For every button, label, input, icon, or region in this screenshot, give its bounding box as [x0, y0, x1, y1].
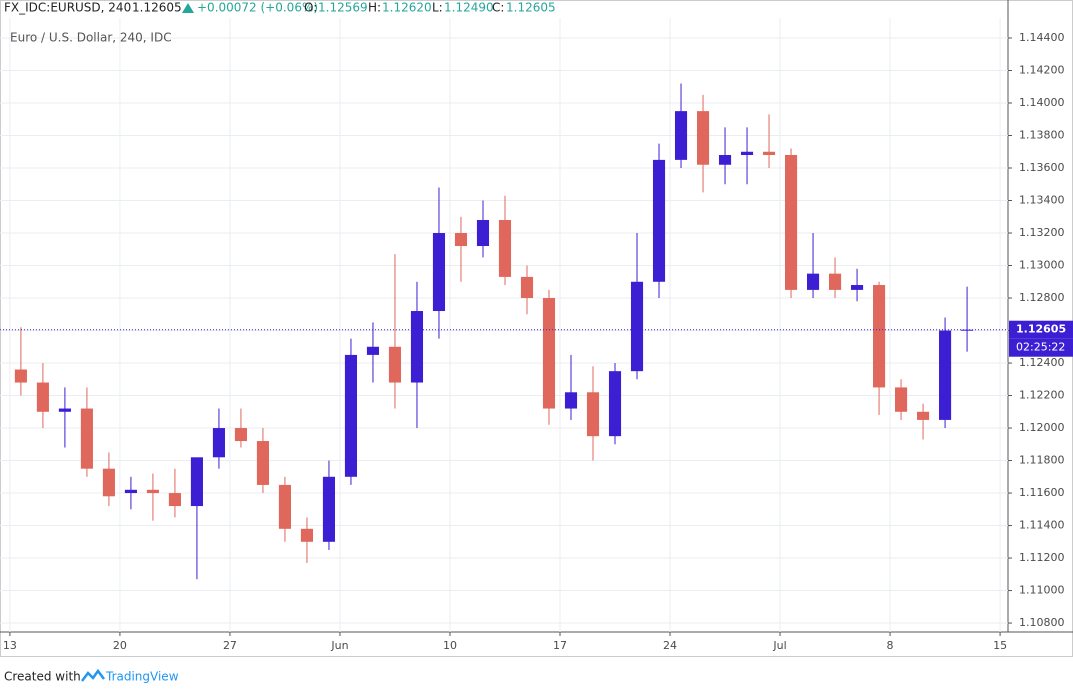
candle-body [388, 346, 402, 383]
candle-body [300, 528, 314, 542]
y-tick-label: 1.11600 [1019, 486, 1065, 499]
candle-body [895, 387, 908, 412]
candle-body [851, 285, 864, 290]
candle-body [168, 493, 181, 507]
y-tick-label: 1.11000 [1019, 584, 1065, 597]
candle-body [696, 111, 710, 165]
candle-body [278, 484, 292, 529]
x-tick-label: 24 [663, 639, 677, 652]
y-tick-label: 1.14000 [1019, 96, 1065, 109]
candle-body [784, 155, 798, 290]
y-tick-label: 1.13600 [1019, 161, 1065, 174]
candle-body [608, 371, 622, 437]
candle-body [674, 111, 688, 160]
candle-body [124, 489, 137, 494]
x-tick-label: 15 [993, 639, 1007, 652]
candle-body [586, 392, 600, 437]
candle-body [146, 489, 159, 494]
candle-body [961, 329, 974, 331]
candle-body [740, 151, 754, 156]
candle-body [939, 330, 952, 420]
candle-body [806, 273, 820, 290]
candle-body [80, 408, 93, 469]
countdown-label: 02:25:22 [1016, 341, 1065, 354]
change: +0.00072 (+0.06%) [197, 1, 318, 15]
close-label: C: [492, 1, 504, 15]
y-tick-label: 1.10800 [1019, 616, 1065, 629]
y-tick-label: 1.12000 [1019, 421, 1065, 434]
x-tick-label: Jun [330, 639, 348, 652]
candle-body [828, 273, 842, 290]
x-tick-label: 27 [223, 639, 237, 652]
candle-body [36, 382, 49, 412]
candle-body [58, 408, 71, 412]
candle-body [322, 476, 336, 542]
y-tick-label: 1.13800 [1019, 129, 1065, 142]
candle-body [542, 298, 556, 409]
chart-title: Euro / U.S. Dollar, 240, IDC [10, 31, 172, 45]
high-value: 1.12620 [382, 1, 432, 15]
low-value: 1.12490 [444, 1, 494, 15]
x-tick-label: Jul [772, 639, 786, 652]
candle-body [476, 220, 490, 247]
candle-body [410, 311, 424, 383]
candle-body [344, 354, 358, 477]
candle-body [917, 411, 930, 420]
last-price-label: 1.12605 [1016, 323, 1066, 336]
y-tick-label: 1.12200 [1019, 389, 1065, 402]
last-price-tag [1009, 320, 1073, 339]
y-tick-label: 1.12800 [1019, 291, 1065, 304]
candle-body [564, 392, 578, 409]
candle-body [366, 346, 380, 355]
low-label: L: [432, 1, 443, 15]
candle-body [102, 468, 115, 497]
y-tick-label: 1.13200 [1019, 226, 1065, 239]
x-tick-label: 10 [443, 639, 457, 652]
x-tick-label: 8 [887, 639, 894, 652]
candle-body [762, 151, 776, 156]
y-tick-label: 1.13000 [1019, 259, 1065, 272]
price: 1.12605 [132, 1, 182, 15]
footer-brand[interactable]: TradingView [105, 670, 179, 684]
x-tick-label: 17 [553, 639, 567, 652]
candle-body [256, 441, 269, 485]
y-tick-label: 1.13400 [1019, 194, 1065, 207]
candle-body [873, 285, 886, 388]
up-arrow [182, 3, 194, 13]
symbol: FX_IDC:EURUSD, 240 [4, 1, 131, 15]
y-tick-label: 1.11400 [1019, 519, 1065, 532]
candle-body [652, 159, 666, 282]
candle-body [630, 281, 644, 372]
candle-body [520, 276, 534, 299]
x-tick-label: 20 [113, 639, 127, 652]
tv-logo [81, 668, 105, 682]
y-tick-label: 1.14400 [1019, 31, 1065, 44]
x-tick-label: 13 [3, 639, 17, 652]
y-tick-label: 1.14200 [1019, 63, 1065, 76]
footer-created: Created with [4, 670, 81, 684]
open-label: O: [304, 1, 317, 15]
candle-body [190, 457, 203, 507]
candle-body [718, 155, 732, 165]
candle-body [498, 220, 512, 277]
candle-body [454, 233, 468, 247]
y-tick-label: 1.11800 [1019, 454, 1065, 467]
countdown-tag [1009, 338, 1073, 357]
y-tick-label: 1.11200 [1019, 551, 1065, 564]
candle-body [234, 428, 247, 442]
high-label: H: [368, 1, 381, 15]
candle-body [212, 428, 225, 458]
close-value: 1.12605 [506, 1, 556, 15]
open-value: 1.12569 [318, 1, 368, 15]
y-tick-label: 1.12400 [1019, 356, 1065, 369]
candle-body [432, 233, 446, 312]
candle-body [14, 369, 27, 383]
